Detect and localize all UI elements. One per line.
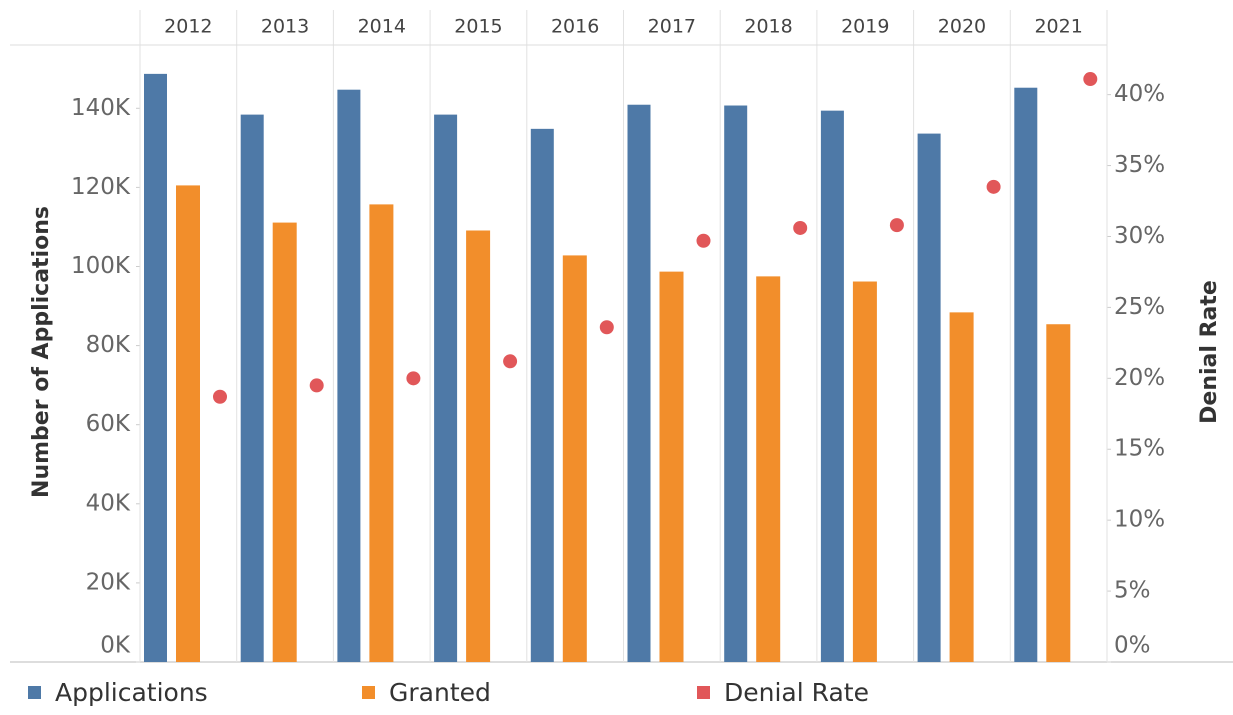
bar	[176, 185, 200, 663]
y-tick-label: 80K	[86, 332, 131, 358]
x-category-label: 2019	[841, 16, 889, 38]
bar	[820, 110, 844, 662]
x-category-label: 2021	[1034, 16, 1082, 38]
bar	[949, 312, 974, 662]
bar	[434, 114, 458, 663]
y-tick-label: 100K	[71, 253, 131, 279]
legend-label: Applications	[55, 678, 208, 707]
dot	[599, 320, 614, 335]
bar	[369, 204, 394, 662]
dot	[696, 233, 711, 248]
x-category-label: 2018	[744, 16, 792, 38]
dot	[309, 378, 324, 393]
y-tick-label: 20K	[86, 569, 131, 595]
bar	[724, 105, 748, 663]
x-category-label: 2013	[261, 16, 309, 38]
y-tick-label: 40K	[86, 490, 131, 516]
y2-tick-label: 25%	[1114, 294, 1165, 320]
bar	[627, 104, 651, 663]
x-category-label: 2020	[938, 16, 986, 38]
bar	[1014, 87, 1038, 662]
legend-swatch	[362, 686, 375, 699]
dot	[406, 371, 421, 386]
y-tick-label: 120K	[71, 174, 131, 200]
x-category-label: 2016	[551, 16, 599, 38]
x-category-label: 2017	[648, 16, 696, 38]
y2-axis-title: Denial Rate	[1197, 280, 1222, 424]
y2-tick-label: 20%	[1114, 365, 1165, 391]
legend-label: Denial Rate	[724, 678, 869, 707]
dot	[889, 218, 904, 233]
bar	[562, 255, 587, 662]
dot	[503, 354, 518, 369]
legend-swatch	[28, 686, 41, 699]
legend-swatch	[697, 686, 710, 699]
x-category-label: 2014	[358, 16, 406, 38]
bar	[852, 281, 877, 662]
bar	[240, 114, 264, 663]
bar	[1046, 324, 1071, 662]
y2-tick-label: 5%	[1114, 578, 1151, 604]
dot	[793, 220, 808, 235]
y-tick-label: 0K	[100, 633, 131, 659]
dot	[213, 389, 227, 404]
bar	[337, 89, 361, 663]
y2-tick-label: 15%	[1114, 436, 1165, 462]
y2-tick-label: 10%	[1114, 507, 1165, 533]
bar	[530, 128, 554, 662]
x-category-label: 2015	[454, 16, 502, 38]
y-tick-label: 60K	[86, 411, 131, 437]
y2-tick-label: 40%	[1114, 81, 1165, 107]
bar	[659, 271, 684, 662]
y-tick-label: 140K	[71, 95, 131, 121]
bar	[144, 73, 167, 662]
bar	[917, 133, 941, 663]
x-category-label: 2012	[164, 16, 212, 38]
dot	[986, 179, 1001, 194]
dot	[1083, 72, 1098, 87]
bar	[756, 276, 781, 662]
y2-tick-label: 35%	[1114, 152, 1165, 178]
y2-tick-label: 30%	[1114, 223, 1165, 249]
y2-tick-label: 0%	[1114, 633, 1151, 659]
bar	[466, 230, 491, 662]
bar	[272, 222, 297, 662]
legend-label: Granted	[389, 678, 491, 707]
y-axis-title: Number of Applications	[29, 206, 54, 498]
